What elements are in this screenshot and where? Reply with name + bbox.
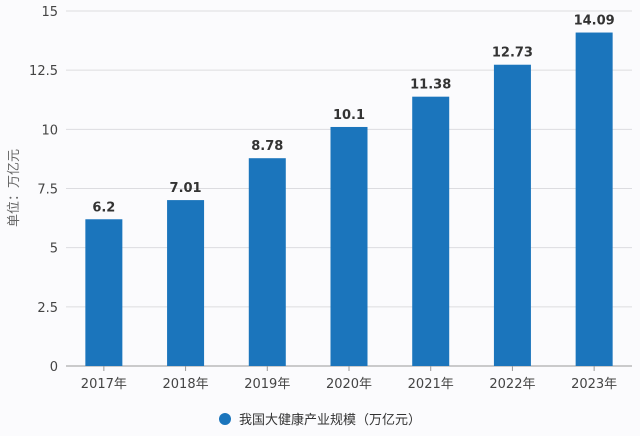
data-label: 7.01 xyxy=(170,181,202,196)
legend: 我国大健康产业规模（万亿元） xyxy=(0,409,640,428)
y-axis-label: 单位：万亿元 xyxy=(7,149,22,227)
legend-swatch xyxy=(218,412,231,425)
bar xyxy=(412,96,450,366)
y-tick-label: 12.5 xyxy=(29,64,58,79)
bar xyxy=(248,158,286,366)
bar xyxy=(575,32,613,366)
y-tick-label: 2.5 xyxy=(37,301,58,316)
y-tick-label: 10 xyxy=(41,123,58,138)
x-tick-label: 2017年 xyxy=(81,377,127,392)
x-tick-label: 2023年 xyxy=(571,377,617,392)
data-label: 8.78 xyxy=(251,139,283,154)
bar xyxy=(167,200,205,366)
x-tick-label: 2018年 xyxy=(163,377,209,392)
y-tick-label: 5 xyxy=(50,242,58,257)
data-label: 12.73 xyxy=(492,46,533,61)
x-tick-label: 2022年 xyxy=(489,377,535,392)
data-label: 10.1 xyxy=(333,108,365,123)
data-label: 6.2 xyxy=(92,200,115,215)
bar xyxy=(330,126,368,366)
data-label: 14.09 xyxy=(574,14,615,29)
legend-label: 我国大健康产业规模（万亿元） xyxy=(238,413,421,428)
y-tick-label: 0 xyxy=(50,360,58,375)
x-tick-label: 2020年 xyxy=(326,377,372,392)
data-label: 11.38 xyxy=(410,78,451,93)
y-tick-label: 7.5 xyxy=(37,183,58,198)
bar xyxy=(493,64,531,367)
y-tick-label: 15 xyxy=(41,5,58,20)
x-tick-label: 2019年 xyxy=(244,377,290,392)
bar xyxy=(85,219,123,366)
x-tick-label: 2021年 xyxy=(408,377,454,392)
